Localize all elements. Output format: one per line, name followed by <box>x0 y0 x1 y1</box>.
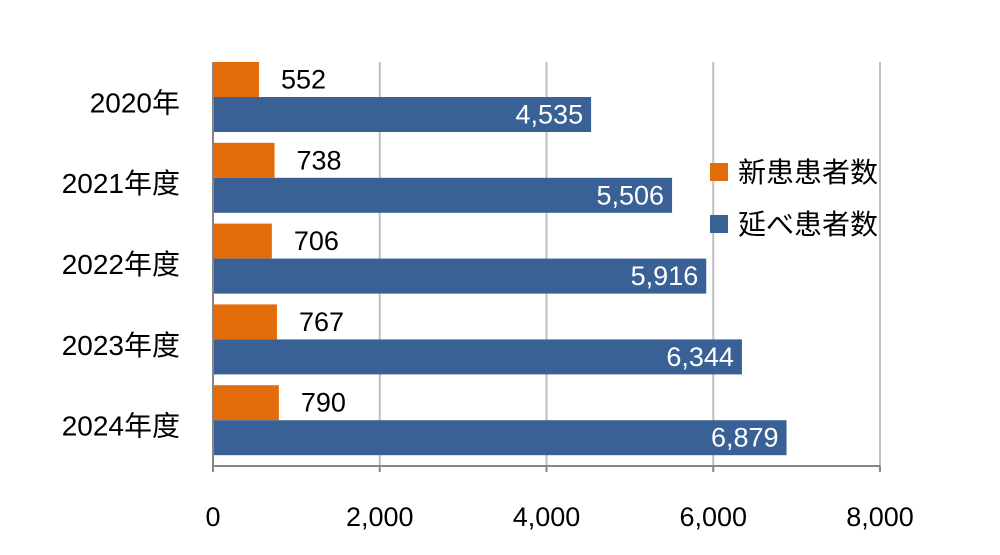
category-label: 2023年度 <box>62 330 180 361</box>
bar-total-patients <box>213 339 742 375</box>
data-label: 6,879 <box>711 423 779 453</box>
data-label: 6,344 <box>666 342 734 372</box>
data-label: 5,506 <box>596 180 664 210</box>
data-label: 790 <box>301 388 346 418</box>
bar-new-patients <box>213 223 272 259</box>
x-axis-ticks: 0 2,000 4,000 6,000 8,000 <box>205 466 914 532</box>
category-label: 2022年度 <box>62 249 180 280</box>
y-axis-categories: 2020年 2021年度 2022年度 2023年度 2024年度 <box>62 87 180 441</box>
bars: 552 4,535 738 5,506 706 5,916 767 6,344 790 6,879 <box>213 62 787 456</box>
x-tick-label: 2,000 <box>346 502 414 532</box>
category-label: 2020年 <box>90 87 180 118</box>
legend-label: 新患患者数 <box>738 157 878 188</box>
data-label: 738 <box>297 145 342 175</box>
data-label: 5,916 <box>631 261 699 291</box>
bar-new-patients <box>213 142 275 178</box>
bar-total-patients <box>213 420 787 456</box>
bar-total-patients <box>213 97 592 132</box>
bar-total-patients <box>213 177 673 213</box>
bar-new-patients <box>213 304 277 340</box>
bar-total-patients <box>213 258 707 294</box>
data-label: 767 <box>299 307 344 337</box>
x-tick-label: 6,000 <box>679 502 747 532</box>
x-tick-label: 4,000 <box>513 502 581 532</box>
data-label: 706 <box>294 226 339 256</box>
data-label: 4,535 <box>516 100 584 130</box>
x-tick-label: 0 <box>205 502 220 532</box>
data-label: 552 <box>281 65 326 95</box>
category-label: 2024年度 <box>62 411 180 442</box>
legend-swatch <box>710 163 728 181</box>
x-tick-label: 8,000 <box>846 502 914 532</box>
legend-swatch <box>710 215 728 233</box>
category-label: 2021年度 <box>62 168 180 199</box>
bar-new-patients <box>213 385 279 421</box>
legend-label: 延べ患者数 <box>738 209 878 240</box>
bar-new-patients <box>213 62 260 97</box>
